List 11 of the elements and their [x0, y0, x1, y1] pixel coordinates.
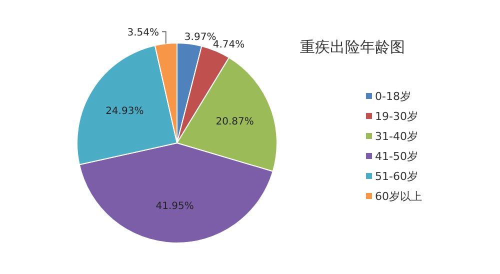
legend-label: 19-30岁 [375, 110, 418, 123]
legend-label: 51-60岁 [375, 170, 418, 183]
data-label: 41.95% [156, 200, 194, 212]
legend-label: 60岁以上 [375, 190, 422, 203]
data-label: 20.87% [216, 116, 254, 128]
data-label: 3.54% [127, 28, 160, 39]
legend-label: 41-50岁 [375, 150, 418, 163]
text: 重疾出险年龄图 [300, 38, 405, 56]
legend-label: 31-40岁 [375, 130, 418, 143]
data-label: 24.93% [106, 106, 144, 117]
legend-label: 0-18岁 [375, 90, 411, 103]
